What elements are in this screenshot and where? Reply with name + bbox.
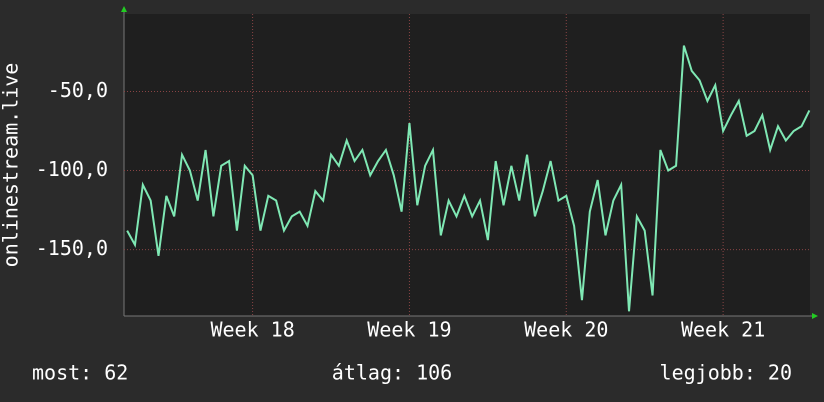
y-arrow: [121, 6, 127, 12]
x-tick-label: Week 19: [367, 318, 451, 342]
y-tick-label: -50,0: [48, 78, 108, 102]
footer-best: legjobb: 20: [660, 361, 792, 385]
plot-area: [124, 14, 810, 316]
y-tick-label: -100,0: [36, 157, 108, 181]
x-tick-label: Week 20: [524, 318, 608, 342]
y-tick-label: -150,0: [36, 236, 108, 260]
x-tick-label: Week 18: [210, 318, 294, 342]
series-line: [126, 45, 811, 312]
footer-average: átlag: 106: [332, 361, 452, 385]
y-axis-label: onlinestream.live: [0, 63, 23, 268]
footer-current: most: 62: [32, 361, 128, 385]
x-tick-label: Week 21: [681, 318, 765, 342]
x-arrow: [812, 313, 818, 319]
